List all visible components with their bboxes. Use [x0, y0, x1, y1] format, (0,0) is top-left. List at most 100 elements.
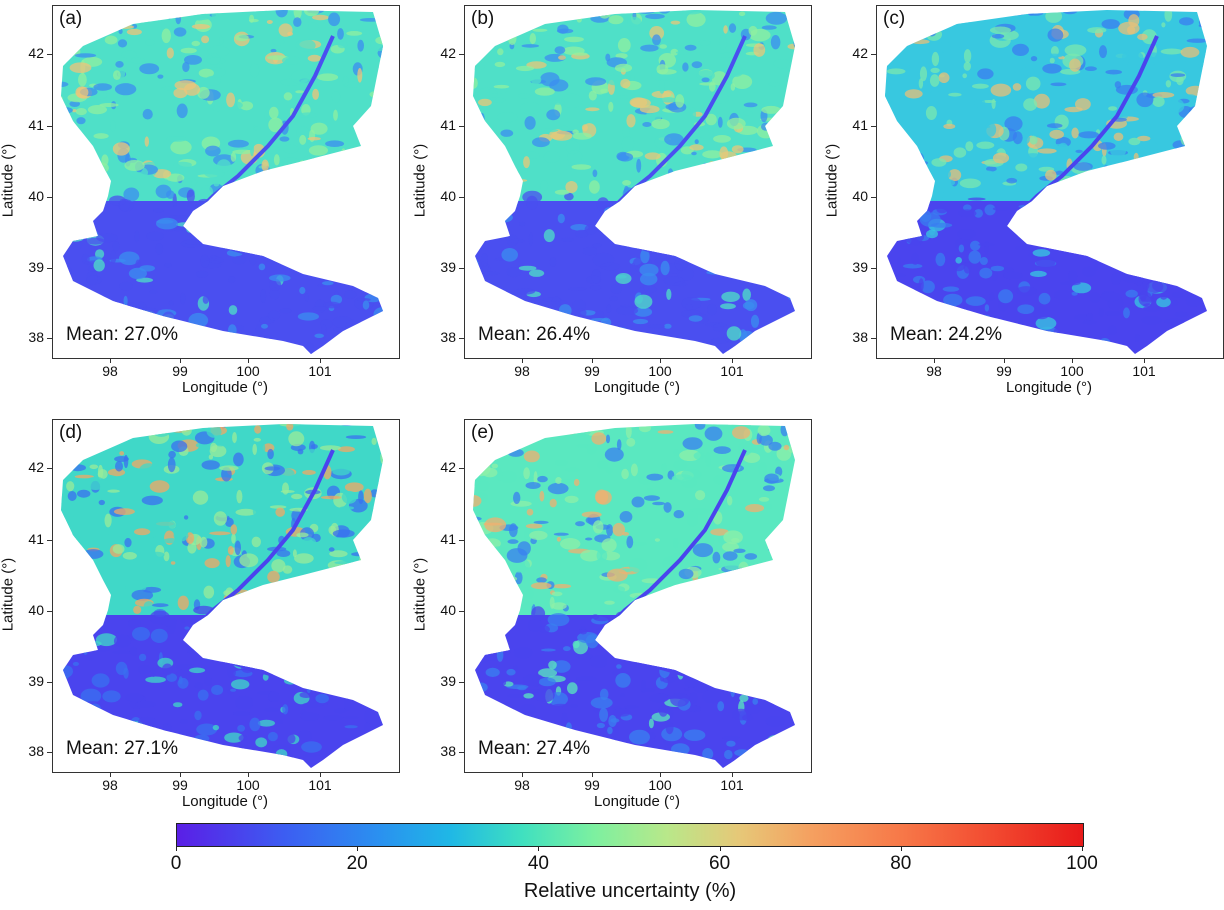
y-tick-label: 41	[440, 117, 456, 133]
y-tick-mark	[47, 540, 52, 541]
uncertainty-map	[885, 10, 1207, 354]
y-tick-label: 41	[28, 117, 44, 133]
colorbar-tick-label: 40	[527, 853, 549, 874]
y-tick-mark	[47, 268, 52, 269]
y-tick-mark	[459, 54, 464, 55]
colorbar-tick-label: 80	[890, 853, 912, 874]
y-tick-mark	[871, 126, 876, 127]
x-axis-label: Longitude (°)	[181, 793, 269, 810]
x-tick-label: 98	[514, 777, 530, 793]
uncertainty-map	[473, 10, 795, 354]
x-tick-mark	[592, 358, 593, 363]
y-tick-mark	[47, 54, 52, 55]
x-tick-mark	[1004, 358, 1005, 363]
panel-label: (c)	[883, 8, 906, 29]
y-tick-label: 39	[440, 673, 456, 689]
y-tick-label: 38	[440, 743, 456, 759]
x-tick-mark	[732, 772, 733, 777]
map-frame: (b) Mean: 26.4%	[464, 5, 812, 359]
y-axis-label: Latitude (°)	[823, 143, 841, 218]
map-frame: (c) Mean: 24.2%	[876, 5, 1224, 359]
x-tick-mark	[180, 358, 181, 363]
y-tick-label: 39	[440, 259, 456, 275]
map-region	[61, 424, 383, 768]
x-tick-mark	[320, 358, 321, 363]
colorbar-label: Relative uncertainty (%)	[523, 880, 737, 902]
colorbar-tick-mark	[719, 846, 721, 851]
x-tick-mark	[110, 772, 111, 777]
y-tick-label: 38	[852, 329, 868, 345]
y-tick-label: 42	[440, 45, 456, 61]
y-tick-mark	[47, 338, 52, 339]
x-axis-label: Longitude (°)	[593, 793, 681, 810]
x-tick-label: 98	[102, 363, 118, 379]
y-tick-mark	[871, 197, 876, 198]
y-tick-label: 42	[852, 45, 868, 61]
y-axis-label: Latitude (°)	[411, 143, 429, 218]
x-axis-label: Longitude (°)	[1005, 379, 1093, 396]
x-tick-mark	[110, 358, 111, 363]
y-tick-mark	[871, 54, 876, 55]
x-tick-mark	[320, 772, 321, 777]
x-tick-mark	[592, 772, 593, 777]
uncertainty-map	[61, 424, 383, 768]
panel-label: (b)	[471, 8, 495, 29]
y-tick-label: 39	[28, 673, 44, 689]
x-tick-label: 101	[1132, 363, 1156, 379]
y-tick-label: 42	[28, 45, 44, 61]
y-tick-label: 40	[440, 602, 456, 618]
x-axis-label: Longitude (°)	[593, 379, 681, 396]
x-axis-label: Longitude (°)	[181, 379, 269, 396]
colorbar-tick-label: 20	[346, 853, 368, 874]
colorbar-tick-label: 100	[1066, 853, 1098, 874]
map-frame: (a) Mean: 27.0%	[52, 5, 400, 359]
y-tick-label: 41	[440, 531, 456, 547]
x-tick-label: 100	[648, 363, 672, 379]
x-tick-mark	[934, 358, 935, 363]
x-tick-label: 100	[236, 777, 260, 793]
x-tick-label: 100	[648, 777, 672, 793]
uncertainty-map	[61, 10, 383, 354]
x-tick-mark	[660, 772, 661, 777]
y-tick-label: 39	[28, 259, 44, 275]
x-tick-mark	[248, 772, 249, 777]
colorbar-tick-mark	[176, 846, 177, 851]
y-tick-mark	[47, 682, 52, 683]
x-tick-mark	[732, 358, 733, 363]
mean-value: Mean: 27.1%	[66, 738, 178, 759]
y-tick-label: 40	[440, 188, 456, 204]
colorbar	[176, 823, 1084, 847]
y-tick-mark	[47, 752, 52, 753]
panel-label: (e)	[471, 422, 495, 443]
y-axis-label: Latitude (°)	[0, 557, 17, 632]
colorbar-tick-label: 0	[170, 853, 182, 874]
x-tick-label: 101	[720, 777, 744, 793]
y-tick-mark	[47, 468, 52, 469]
y-tick-label: 42	[28, 459, 44, 475]
x-tick-label: 98	[102, 777, 118, 793]
y-tick-mark	[459, 682, 464, 683]
x-tick-mark	[522, 772, 523, 777]
x-tick-label: 101	[308, 777, 332, 793]
colorbar-tick-mark	[1082, 846, 1083, 851]
mean-value: Mean: 27.0%	[66, 324, 178, 345]
mean-value: Mean: 26.4%	[478, 324, 590, 345]
x-tick-label: 99	[996, 363, 1012, 379]
x-tick-mark	[522, 358, 523, 363]
map-frame: (d) Mean: 27.1%	[52, 419, 400, 773]
y-tick-label: 41	[852, 117, 868, 133]
y-tick-label: 41	[28, 531, 44, 547]
y-tick-label: 38	[440, 329, 456, 345]
x-tick-label: 98	[514, 363, 530, 379]
x-tick-label: 98	[926, 363, 942, 379]
y-tick-mark	[459, 540, 464, 541]
x-tick-label: 101	[720, 363, 744, 379]
y-tick-mark	[459, 611, 464, 612]
y-tick-label: 38	[28, 329, 44, 345]
map-region	[885, 10, 1207, 354]
y-tick-mark	[459, 126, 464, 127]
y-axis-label: Latitude (°)	[411, 557, 429, 632]
y-axis-label: Latitude (°)	[0, 143, 17, 218]
uncertainty-map	[473, 424, 795, 768]
x-tick-mark	[180, 772, 181, 777]
